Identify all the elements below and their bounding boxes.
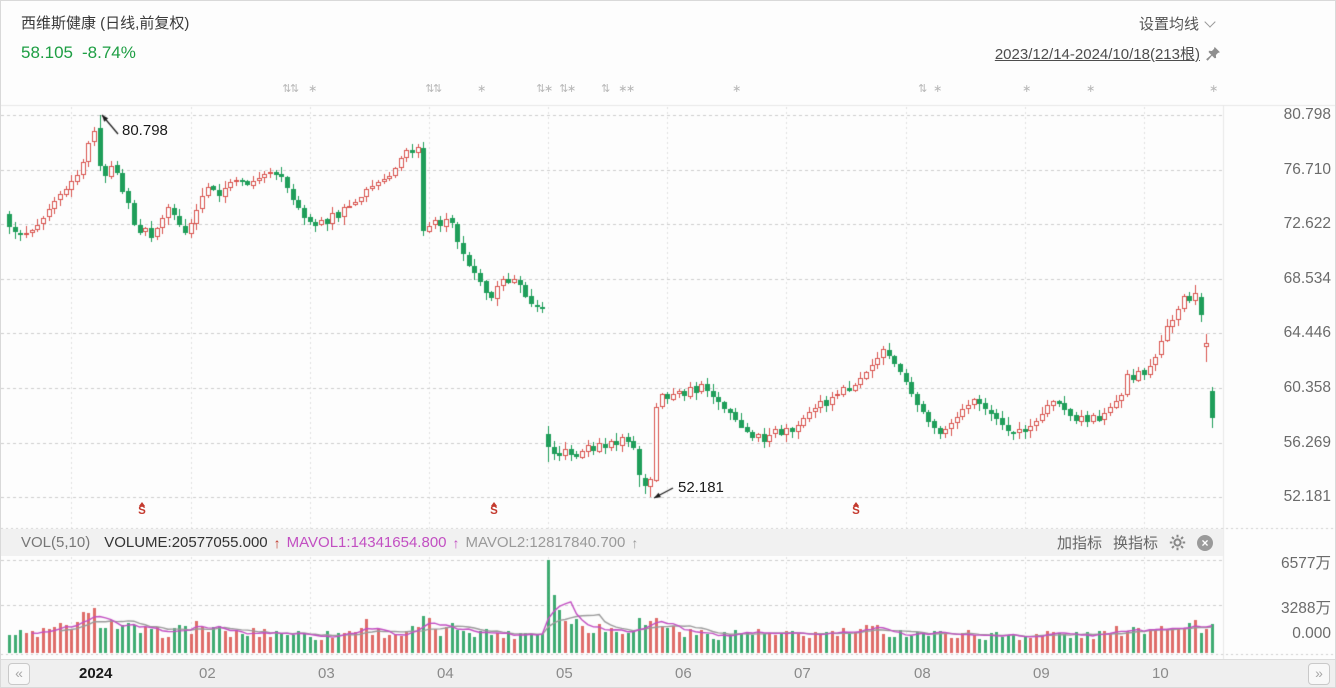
current-price: 58.105 xyxy=(21,43,73,62)
time-axis-label: 02 xyxy=(199,665,216,682)
high-price-annotation: 80.798 xyxy=(122,122,168,139)
dividend-marker-icon[interactable]: S xyxy=(136,502,148,517)
price-axis-label: 64.446 xyxy=(1283,324,1331,342)
time-axis-label: 04 xyxy=(437,665,454,682)
event-marker-icon[interactable]: ⇅∗ xyxy=(559,83,576,95)
vol-indicator-label[interactable]: VOL(5,10) xyxy=(21,534,91,551)
event-marker-icon[interactable]: ∗ xyxy=(1209,83,1218,95)
close-icon[interactable]: × xyxy=(1197,534,1213,551)
volume-axis-label: 3288万 xyxy=(1281,600,1331,617)
event-marker-icon[interactable]: ∗ xyxy=(1022,83,1031,95)
chart-title: 西维斯健康 (日线,前复权) xyxy=(21,15,190,32)
dividend-arrow-icon xyxy=(491,502,497,506)
time-axis-label: 03 xyxy=(318,665,335,682)
scroll-left-button[interactable]: « xyxy=(8,663,30,685)
price-axis-label: 68.534 xyxy=(1283,269,1331,287)
price-axis-label: 80.798 xyxy=(1283,106,1331,123)
volume-value: VOLUME:20577055.000 xyxy=(104,534,268,551)
dividend-arrow-icon xyxy=(139,502,145,506)
dividend-marker-icon[interactable]: S xyxy=(488,502,500,517)
time-axis-scrollbar[interactable]: 2024 02 03 04 05 06 07 08 09 10 « » xyxy=(1,659,1335,687)
event-marker-icon[interactable]: ⇅∗ xyxy=(536,83,553,95)
switch-indicator-button[interactable]: 换指标 xyxy=(1112,535,1158,552)
date-range-row: 2023/12/14-2024/10/18(213根) xyxy=(995,43,1221,64)
dividend-s-glyph: S xyxy=(138,505,146,517)
date-range-link[interactable]: 2023/12/14-2024/10/18(213根) xyxy=(994,46,1200,63)
gear-icon[interactable] xyxy=(1169,534,1186,551)
price-axis-label: 52.181 xyxy=(1283,488,1331,506)
time-axis-label: 2024 xyxy=(79,665,113,682)
mavol2-value: MAVOL2:12817840.700 xyxy=(465,534,626,551)
event-marker-icon[interactable]: ∗ xyxy=(477,83,486,95)
time-axis-label: 08 xyxy=(914,665,931,682)
event-marker-icon[interactable]: ⇅ xyxy=(601,83,610,95)
event-marker-icon[interactable]: ⇅⇅ xyxy=(282,83,299,95)
dividend-marker-icon[interactable]: S xyxy=(850,502,862,517)
mavol2-up-arrow-icon: ↑ xyxy=(631,534,639,551)
price-axis-label: 56.269 xyxy=(1283,433,1331,451)
dividend-s-glyph: S xyxy=(852,505,860,517)
price-axis-label: 60.358 xyxy=(1283,378,1331,396)
time-axis-label: 10 xyxy=(1152,665,1169,682)
price-row: 58.105 -8.74% xyxy=(21,43,136,63)
chevron-down-icon xyxy=(1204,16,1216,28)
event-marker-icon[interactable]: ∗ xyxy=(732,83,741,95)
mavol1-up-arrow-icon: ↑ xyxy=(452,534,460,551)
time-axis-label: 07 xyxy=(794,665,811,682)
event-marker-icon[interactable]: ∗ xyxy=(308,83,317,95)
mavol1-value: MAVOL1:14341654.800 xyxy=(286,534,447,551)
scroll-right-button[interactable]: » xyxy=(1308,663,1330,685)
price-axis-label: 76.710 xyxy=(1283,160,1331,178)
price-change: -8.74% xyxy=(82,43,136,62)
volume-up-arrow-icon: ↑ xyxy=(273,534,281,551)
pin-icon[interactable] xyxy=(1205,46,1221,62)
event-marker-icon[interactable]: ∗ xyxy=(1086,83,1095,95)
time-axis-label: 09 xyxy=(1033,665,1050,682)
volume-indicator-bar: VOL(5,10) VOLUME:20577055.000 ↑ MAVOL1:1… xyxy=(1,529,1223,556)
low-price-annotation: 52.181 xyxy=(678,479,724,496)
event-marker-icon[interactable]: ⇅⇅ xyxy=(425,83,442,95)
ma-settings-label: 设置均线 xyxy=(1138,16,1199,33)
time-axis-label: 05 xyxy=(556,665,573,682)
event-marker-icon[interactable]: ⇅ xyxy=(918,83,927,95)
dividend-arrow-icon xyxy=(853,502,859,506)
event-marker-icon[interactable]: ∗∗ xyxy=(618,83,635,95)
ma-settings-button[interactable]: 设置均线 xyxy=(1138,13,1216,34)
time-axis-label: 06 xyxy=(675,665,692,682)
volume-axis-label: 0.000 xyxy=(1292,625,1331,642)
dividend-s-glyph: S xyxy=(490,505,498,517)
price-axis: 80.798 76.710 72.622 68.534 64.446 60.358 56.2… xyxy=(1224,1,1335,687)
add-indicator-button[interactable]: 加指标 xyxy=(1056,535,1102,552)
chart-header: 西维斯健康 (日线,前复权) 58.105 -8.74% 设置均线 2023/12… xyxy=(1,1,1335,105)
event-marker-icon[interactable]: ∗ xyxy=(933,83,942,95)
price-axis-label: 72.622 xyxy=(1283,215,1331,233)
event-marker-row: ⇅⇅ ∗ ⇅⇅ ∗ ⇅∗ ⇅∗ ⇅ ∗∗ ∗ ⇅ ∗ ∗ ∗ ∗ xyxy=(1,82,1335,98)
volume-axis-label: 6577万 xyxy=(1281,555,1331,572)
time-axis: 2024 02 03 04 05 06 07 08 09 10 xyxy=(1,660,1335,687)
